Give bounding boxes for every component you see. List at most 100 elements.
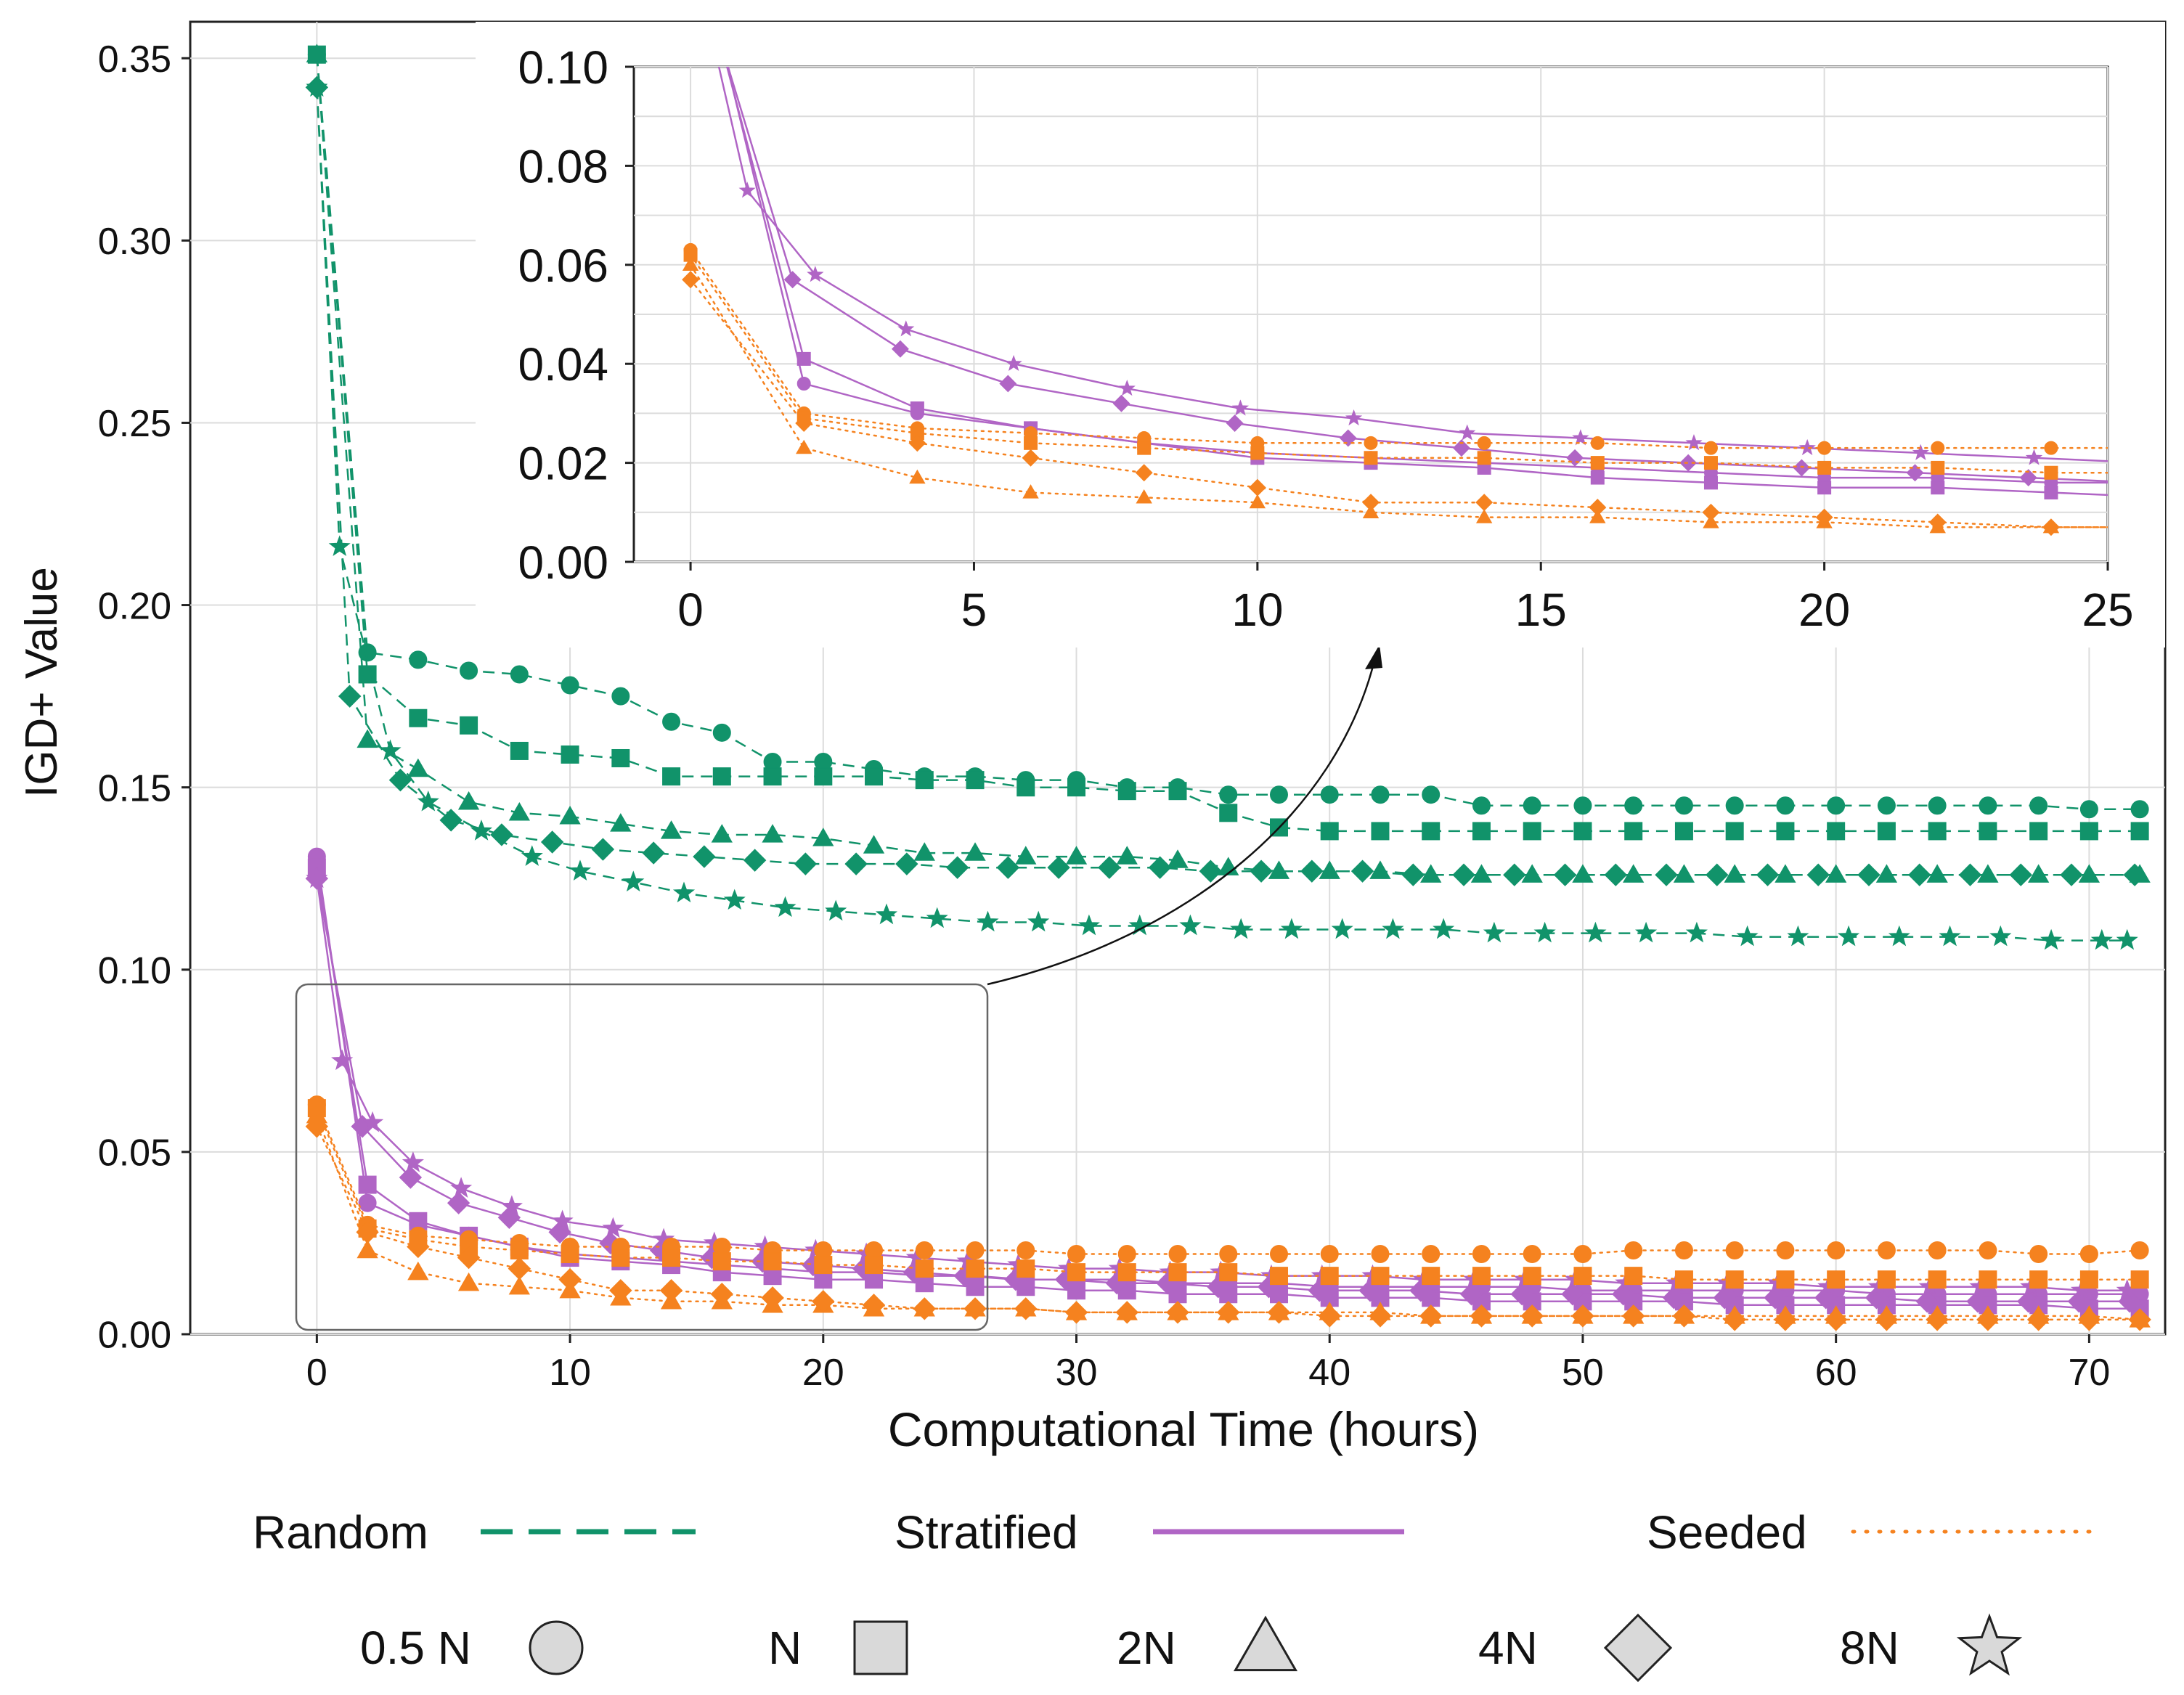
main-point-random-n: [2029, 822, 2048, 841]
inset-point-stratified-n: [796, 351, 811, 366]
main-point-seeded-n: [1117, 1263, 1136, 1282]
main-point-seeded-4n: [1723, 1308, 1746, 1331]
main-point-seeded-n: [1827, 1270, 1846, 1289]
y-axis-label: IGD+ Value: [17, 567, 67, 798]
circle-icon: [529, 1620, 584, 1675]
main-point-random-2n: [1167, 849, 1189, 868]
main-point-stratified-8n: [450, 1177, 473, 1198]
main-y-tick-label: 0.20: [98, 585, 171, 627]
main-point-seeded-0-5-n: [1674, 1241, 1693, 1259]
main-x-tick-label: 0: [306, 1352, 327, 1394]
main-point-seeded-4n: [1318, 1304, 1341, 1328]
main-point-seeded-n: [763, 1252, 782, 1271]
main-point-seeded-0-5-n: [2079, 1245, 2098, 1264]
main-point-random-2n: [1572, 864, 1594, 883]
main-point-random-0-5-n: [1674, 796, 1693, 815]
main-point-seeded-0-5-n: [1320, 1245, 1339, 1264]
legend-sizes: 0.5 N N 2N 4N 8N: [360, 1613, 2023, 1683]
main-point-stratified-n: [358, 1175, 377, 1194]
main-point-seeded-0-5-n: [1016, 1241, 1035, 1259]
legend-method-label: Stratified: [895, 1506, 1078, 1559]
zoom-arrow-head-icon: [1365, 645, 1382, 669]
main-point-random-8n: [1027, 910, 1050, 932]
main-x-tick-label: 30: [1056, 1352, 1098, 1394]
main-point-random-8n: [328, 535, 351, 556]
main-x-tick-label: 50: [1562, 1352, 1604, 1394]
main-point-random-0-5-n: [1928, 796, 1947, 815]
inset-point-seeded-4n: [1475, 494, 1494, 512]
inset-point-seeded-n: [1137, 441, 1152, 455]
main-point-seeded-0-5-n: [1573, 1245, 1592, 1264]
main-point-seeded-n: [1928, 1270, 1947, 1289]
main-point-seeded-n: [814, 1256, 833, 1275]
main-point-seeded-n: [915, 1259, 934, 1278]
main-point-random-4n: [1908, 863, 1931, 886]
main-point-random-4n: [1553, 863, 1577, 886]
main-point-random-2n: [559, 806, 581, 825]
inset-series-layer: [682, 67, 2108, 536]
main-point-stratified-4n: [1915, 1290, 1939, 1313]
main-point-seeded-4n: [1267, 1301, 1291, 1324]
inset-point-stratified-8n: [1685, 434, 1703, 451]
inset-point-seeded-4n: [1022, 449, 1040, 467]
main-point-random-n: [1523, 822, 1541, 841]
main-point-random-2n: [964, 842, 986, 861]
main-point-random-8n: [379, 739, 402, 761]
main-point-random-0-5-n: [1725, 796, 1744, 815]
main-y-axis: 0.00 0.05 0.10 0.15 0.20 0.25 0.30 0.35: [98, 38, 190, 1357]
inset-point-seeded-4n: [1928, 513, 1947, 531]
main-x-tick-label: 40: [1308, 1352, 1350, 1394]
inset-line-stratified-n: [726, 67, 2108, 497]
main-point-random-8n: [1331, 918, 1353, 939]
main-point-random-8n: [622, 870, 645, 892]
main-point-seeded-n: [1523, 1267, 1541, 1286]
inset-y-tick-label: 0.04: [518, 338, 608, 391]
main-point-seeded-n: [2029, 1270, 2048, 1289]
main-point-random-n: [358, 665, 377, 684]
main-point-stratified-4n: [1308, 1279, 1331, 1302]
main-point-random-2n: [1065, 846, 1088, 865]
main-point-random-n: [1117, 782, 1136, 801]
legend-method-seeded: Seeded: [1647, 1506, 2102, 1559]
main-line-random-8n: [316, 87, 2127, 942]
main-series-seeded-4n: [305, 1115, 2151, 1331]
main-point-seeded-4n: [1774, 1308, 1797, 1331]
main-point-seeded-0-5-n: [1928, 1241, 1947, 1259]
main-point-seeded-4n: [2026, 1308, 2050, 1331]
inset-point-seeded-n: [1250, 446, 1265, 460]
inset-point-seeded-4n: [1362, 494, 1380, 512]
main-point-random-2n: [863, 835, 885, 854]
main-point-seeded-4n: [2077, 1308, 2101, 1331]
main-series-random-8n: [306, 75, 2138, 950]
main-point-random-n: [662, 767, 681, 786]
main-point-seeded-n: [2130, 1270, 2149, 1289]
inset-point-seeded-4n: [2042, 518, 2060, 536]
main-point-random-2n: [306, 44, 328, 62]
main-point-seeded-n: [1067, 1263, 1086, 1282]
main-point-random-8n: [521, 845, 543, 866]
inset-point-seeded-4n: [1248, 478, 1266, 497]
main-point-random-0-5-n: [2130, 800, 2149, 819]
inset-line-seeded-0-5-n: [689, 249, 2108, 449]
main-point-seeded-4n: [1217, 1301, 1240, 1324]
star-icon: [1956, 1613, 2023, 1676]
main-point-random-n: [1674, 822, 1693, 841]
main-point-random-0-5-n: [561, 676, 579, 695]
inset-y-tick-label: 0.08: [518, 140, 608, 192]
triangle-icon: [1234, 1615, 1297, 1672]
main-point-random-n: [1219, 804, 1238, 822]
main-point-seeded-0-5-n: [915, 1241, 934, 1259]
inset-point-stratified-8n: [1118, 380, 1136, 396]
inset-point-seeded-0-5-n: [1477, 436, 1491, 450]
main-point-seeded-2n: [356, 1239, 378, 1259]
inset-point-stratified-4n: [999, 375, 1017, 393]
main-point-random-4n: [693, 845, 716, 868]
inset-point-seeded-0-5-n: [1590, 436, 1605, 450]
main-point-random-8n: [1230, 918, 1252, 939]
main-point-random-0-5-n: [1371, 785, 1390, 804]
zoom-arrow: [987, 660, 1376, 986]
main-point-random-8n: [1838, 925, 1860, 947]
inset-point-stratified-8n: [1345, 409, 1363, 426]
inset-point-stratified-n: [2044, 486, 2058, 500]
main-point-random-n: [1472, 822, 1491, 841]
